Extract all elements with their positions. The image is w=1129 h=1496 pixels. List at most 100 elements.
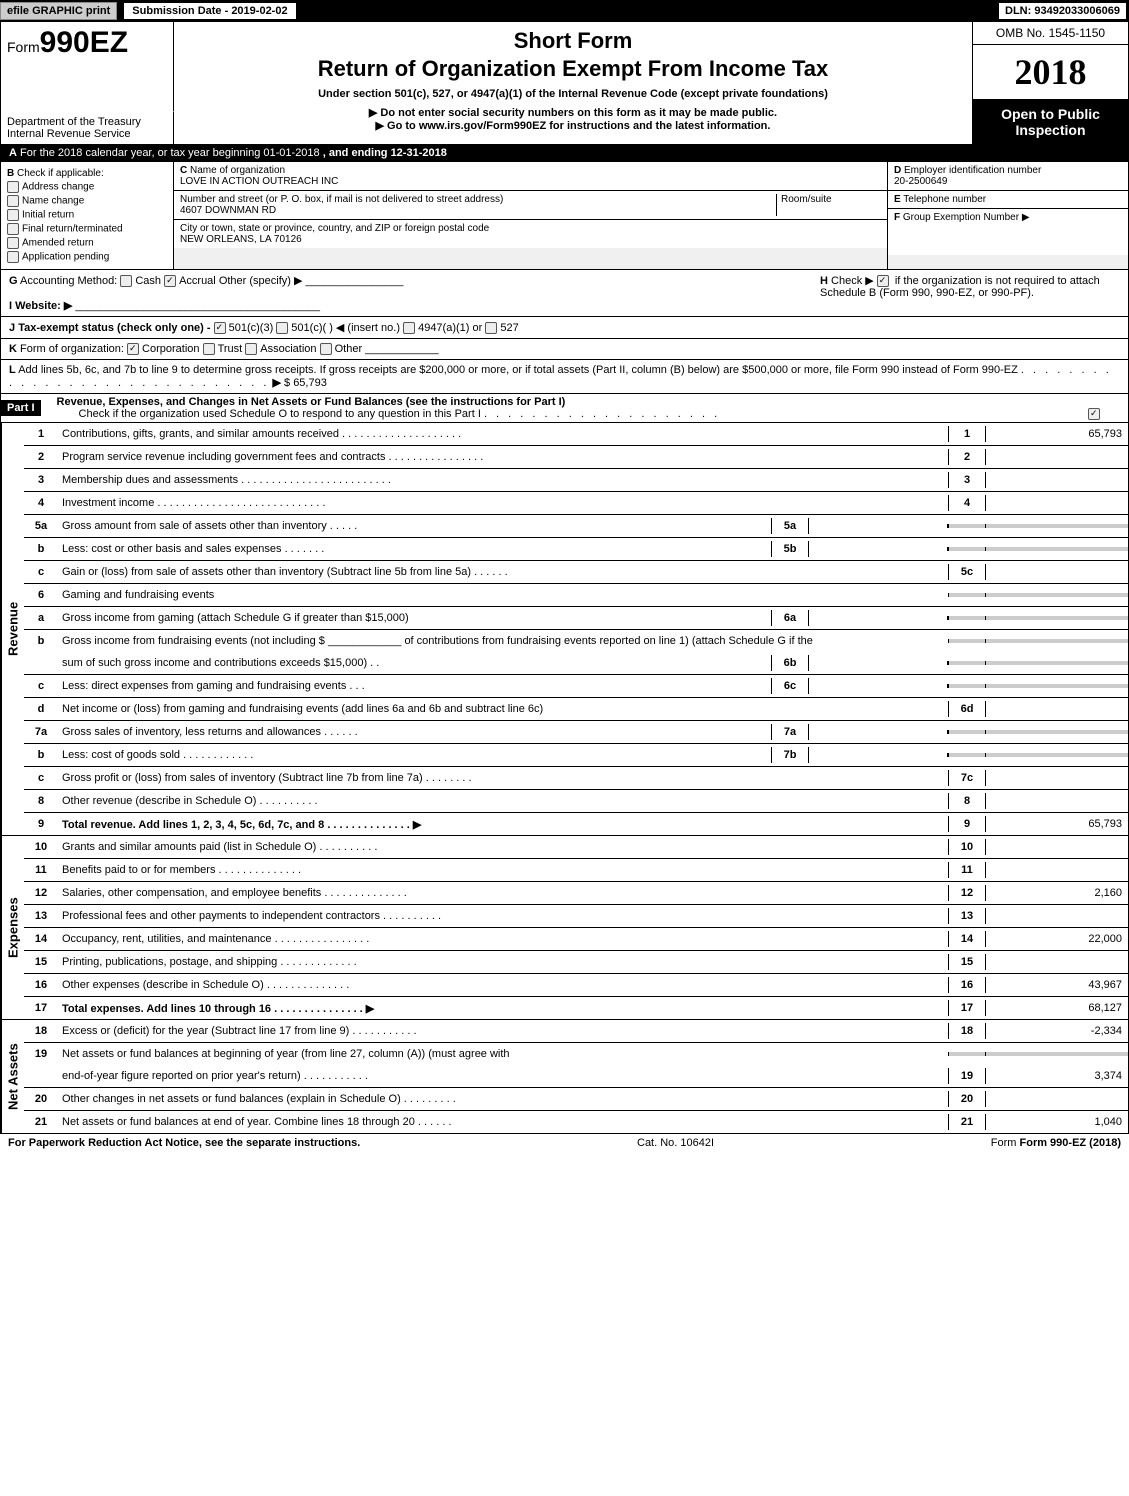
line-desc: Other expenses (describe in Schedule O) …	[58, 977, 948, 993]
form-number-box: Form990EZ	[1, 22, 174, 111]
line-6b-2: sum of such gross income and contributio…	[24, 652, 1128, 675]
org-name-label: Name of organization	[190, 165, 285, 176]
line-desc: Less: direct expenses from gaming and fu…	[58, 678, 771, 694]
checkbox-icon[interactable]	[127, 343, 139, 355]
opt-name[interactable]: Name change	[7, 195, 167, 207]
net-assets-rows: 18 Excess or (deficit) for the year (Sub…	[24, 1020, 1128, 1133]
line-desc: Gaming and fundraising events	[58, 587, 948, 603]
department-info: Department of the Treasury Internal Reve…	[1, 111, 174, 144]
efile-button[interactable]: efile GRAPHIC print	[0, 2, 117, 20]
room-label: Room/suite	[781, 194, 832, 205]
form-footer-num: Form 990-EZ (2018)	[1020, 1137, 1121, 1149]
section-a-main: For the 2018 calendar year, or tax year …	[20, 147, 320, 159]
line-val-shaded	[986, 684, 1128, 688]
checkbox-icon[interactable]	[203, 343, 215, 355]
opt-initial[interactable]: Initial return	[7, 209, 167, 221]
entity-block: B Check if applicable: Address change Na…	[1, 162, 1128, 270]
line-rn: 14	[948, 931, 986, 947]
short-form-title: Short Form	[182, 28, 964, 54]
line-num: 11	[24, 862, 58, 878]
city-value: NEW ORLEANS, LA 70126	[180, 234, 302, 245]
cash-option: Cash	[135, 275, 161, 287]
line-desc: Contributions, gifts, grants, and simila…	[58, 426, 948, 442]
line-desc: Net assets or fund balances at beginning…	[58, 1046, 948, 1062]
checkbox-icon[interactable]	[320, 343, 332, 355]
line-num: 20	[24, 1091, 58, 1107]
line-num: 13	[24, 908, 58, 924]
checkbox-icon	[7, 223, 19, 235]
line-mv	[809, 547, 948, 551]
section-e-label: E	[894, 194, 901, 205]
line-num	[24, 1074, 58, 1078]
line-desc: Other changes in net assets or fund bala…	[58, 1091, 948, 1107]
goto-link[interactable]: ▶ Go to www.irs.gov/Form990EZ for instru…	[182, 119, 964, 132]
opt-final[interactable]: Final return/terminated	[7, 223, 167, 235]
section-a-label: A	[9, 147, 17, 159]
ein-label: Employer identification number	[904, 165, 1041, 176]
line-num: 4	[24, 495, 58, 511]
header-right: OMB No. 1545-1150 2018 Open to Public In…	[972, 22, 1128, 144]
section-d: D Employer identification number 20-2500…	[888, 162, 1128, 191]
expenses-section: Expenses 10 Grants and similar amounts p…	[1, 836, 1128, 1020]
checkbox-icon[interactable]	[120, 275, 132, 287]
line-val	[986, 1097, 1128, 1101]
part-1-check: Check if the organization used Schedule …	[49, 408, 481, 420]
line-val: 68,127	[986, 1000, 1128, 1016]
line-rn: 3	[948, 472, 986, 488]
return-title: Return of Organization Exempt From Incom…	[182, 56, 964, 82]
line-mv	[809, 753, 948, 757]
line-rn-shaded	[948, 684, 986, 688]
section-h-check: Check ▶	[831, 275, 874, 287]
top-bar: efile GRAPHIC print Submission Date - 20…	[0, 0, 1129, 22]
line-val	[986, 478, 1128, 482]
line-7b: b Less: cost of goods sold . . . . . . .…	[24, 744, 1128, 767]
revenue-rows: 1 Contributions, gifts, grants, and simi…	[24, 423, 1128, 835]
checkbox-icon[interactable]	[164, 275, 176, 287]
checkbox-icon[interactable]	[1088, 408, 1100, 420]
line-num: 12	[24, 885, 58, 901]
header-center: Short Form Return of Organization Exempt…	[174, 22, 972, 144]
opt-amended[interactable]: Amended return	[7, 237, 167, 249]
checkbox-icon[interactable]	[403, 322, 415, 334]
opt-4947: 4947(a)(1) or	[418, 322, 482, 334]
line-rn: 6d	[948, 701, 986, 717]
opt-address[interactable]: Address change	[7, 181, 167, 193]
line-num: 3	[24, 472, 58, 488]
sections-g-h: G Accounting Method: Cash Accrual Other …	[1, 270, 1128, 317]
checkbox-icon[interactable]	[485, 322, 497, 334]
submission-date: Submission Date - 2019-02-02	[123, 2, 296, 20]
expenses-rows: 10 Grants and similar amounts paid (list…	[24, 836, 1128, 1019]
line-num: 1	[24, 426, 58, 442]
line-rn: 2	[948, 449, 986, 465]
line-desc: Excess or (deficit) for the year (Subtra…	[58, 1023, 948, 1039]
accrual-option: Accrual	[179, 275, 216, 287]
line-17: 17 Total expenses. Add lines 10 through …	[24, 997, 1128, 1019]
line-num: c	[24, 564, 58, 580]
line-desc: Program service revenue including govern…	[58, 449, 948, 465]
line-val: 65,793	[986, 426, 1128, 442]
l9-desc: Total revenue. Add lines 1, 2, 3, 4, 5c,…	[62, 819, 421, 831]
part-1-header: Part I Revenue, Expenses, and Changes in…	[1, 394, 1128, 423]
check-if-label: Check if applicable:	[17, 168, 104, 179]
checkbox-icon[interactable]	[245, 343, 257, 355]
line-val-shaded	[986, 1052, 1128, 1056]
checkbox-icon	[7, 195, 19, 207]
line-val	[986, 845, 1128, 849]
l17-desc: Total expenses. Add lines 10 through 16 …	[62, 1003, 374, 1015]
line-rn: 15	[948, 954, 986, 970]
form-container: Form990EZ Department of the Treasury Int…	[0, 22, 1129, 1134]
checkbox-icon[interactable]	[877, 275, 889, 287]
line-14: 14 Occupancy, rent, utilities, and maint…	[24, 928, 1128, 951]
line-desc: Gross profit or (loss) from sales of inv…	[58, 770, 948, 786]
line-desc: Total expenses. Add lines 10 through 16 …	[58, 1000, 948, 1017]
opt-name-label: Name change	[22, 196, 84, 207]
line-6b-1: b Gross income from fundraising events (…	[24, 630, 1128, 652]
line-5a: 5a Gross amount from sale of assets othe…	[24, 515, 1128, 538]
checkbox-icon[interactable]	[214, 322, 226, 334]
line-val-shaded	[986, 524, 1128, 528]
opt-pending[interactable]: Application pending	[7, 251, 167, 263]
checkbox-icon[interactable]	[276, 322, 288, 334]
line-5b: b Less: cost or other basis and sales ex…	[24, 538, 1128, 561]
line-val-shaded	[986, 639, 1128, 643]
line-desc: Less: cost of goods sold . . . . . . . .…	[58, 747, 771, 763]
